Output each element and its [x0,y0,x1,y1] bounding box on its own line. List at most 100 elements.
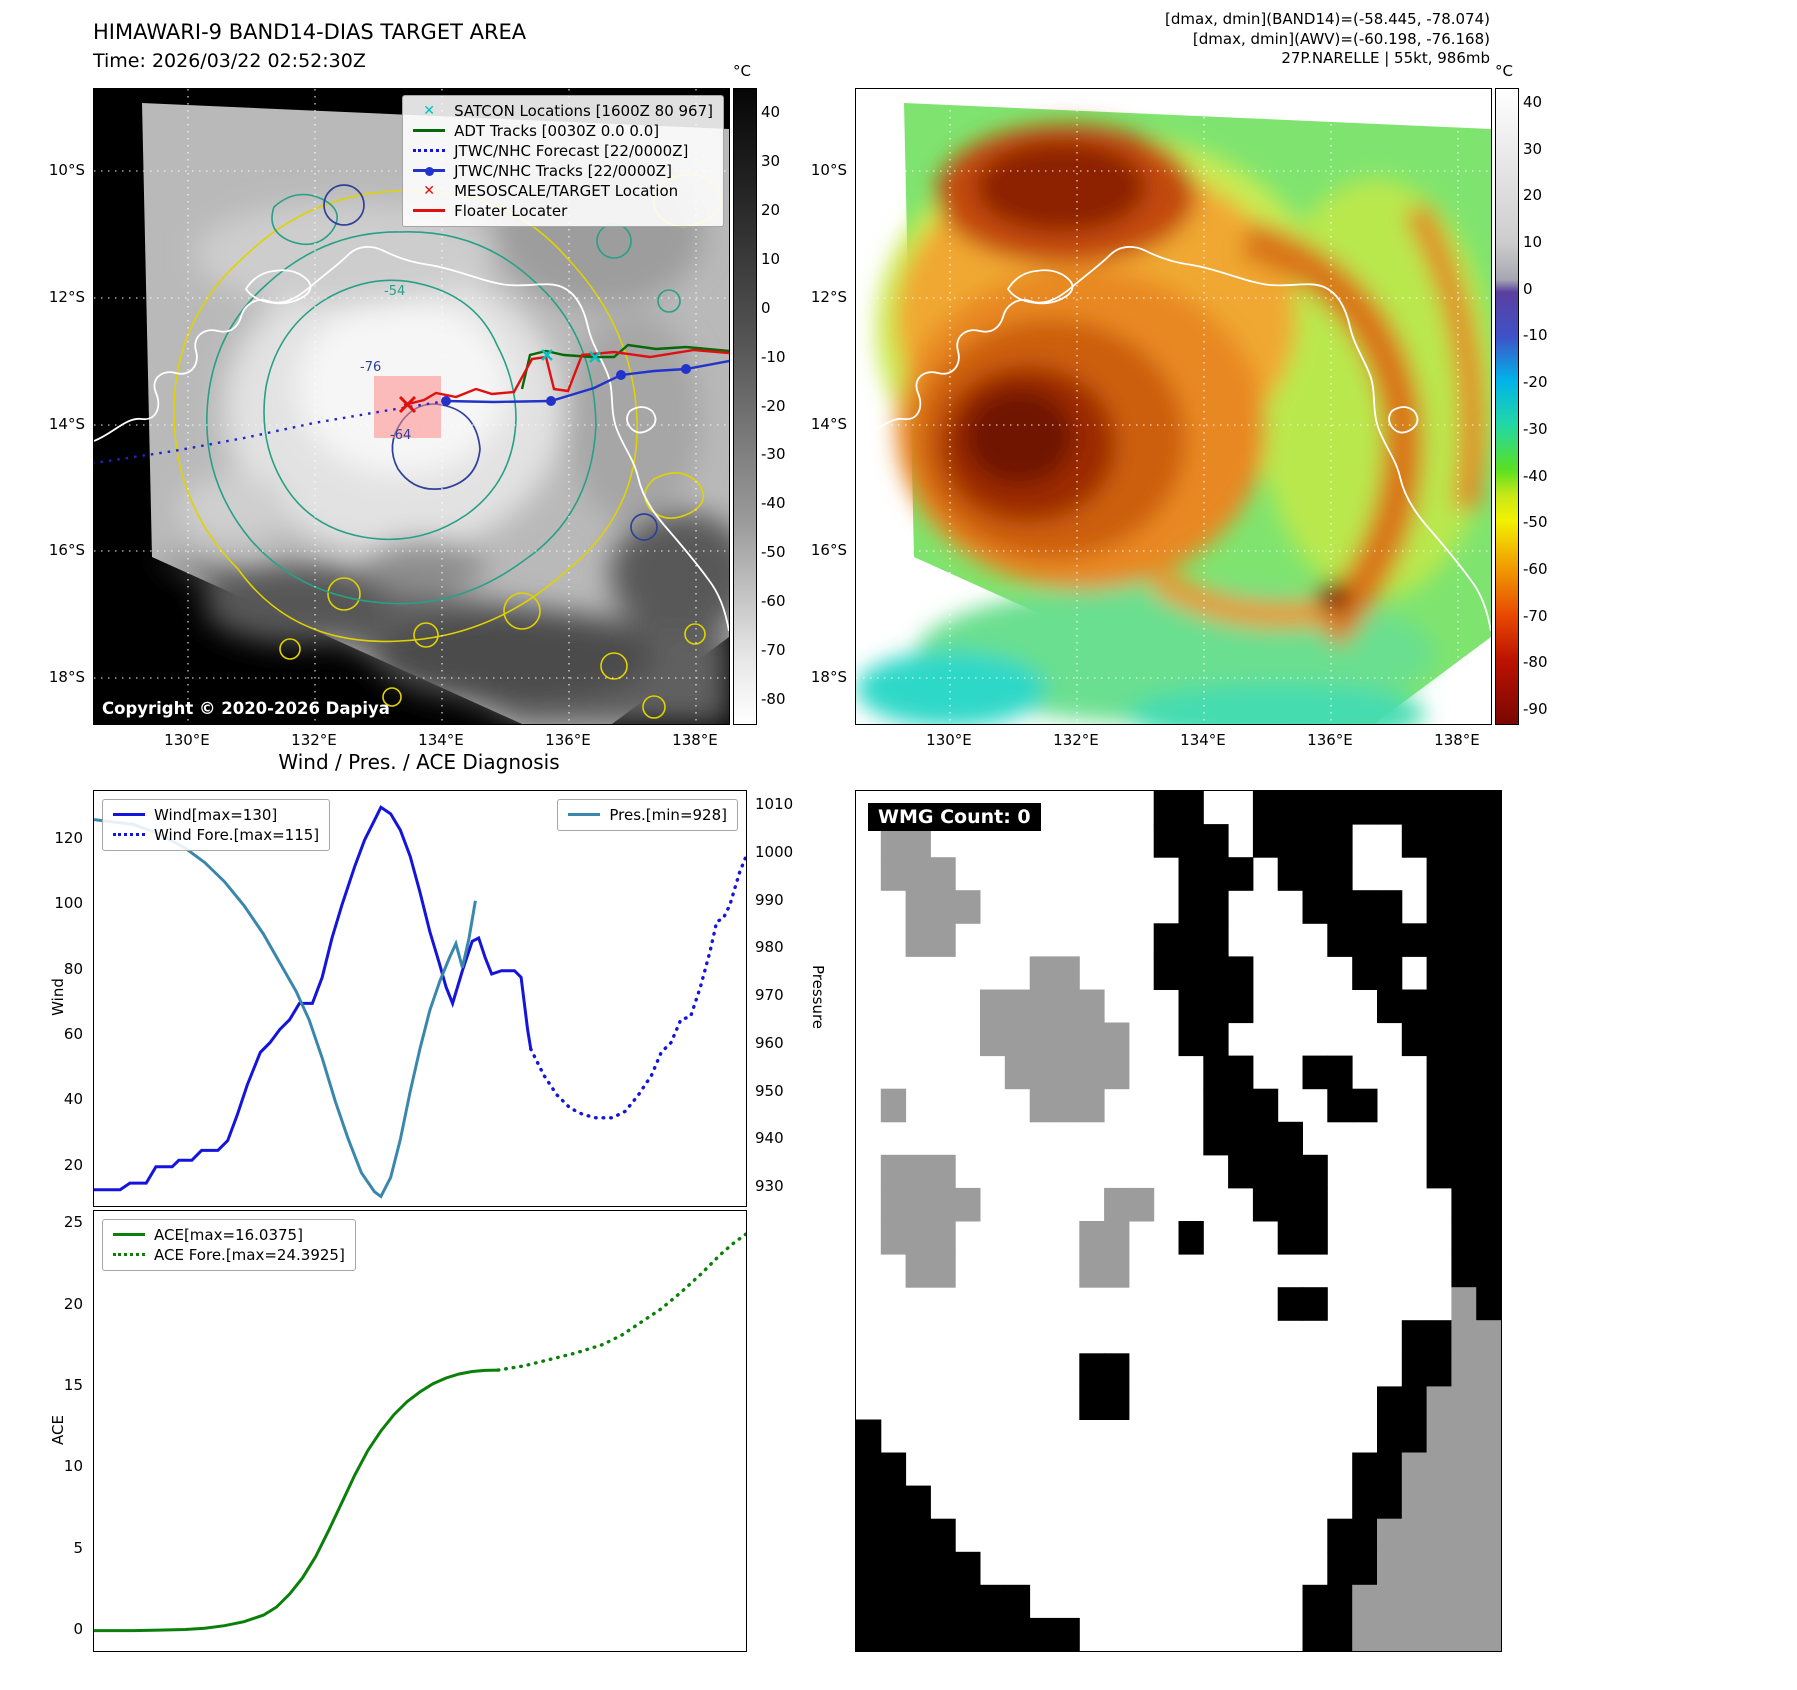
wmg-cell [1451,1221,1477,1255]
wmg-cell [1476,1617,1501,1651]
floater-track [403,348,729,407]
legend-label: ADT Tracks [0030Z 0.0 0.0] [454,122,660,140]
legend-entry: ✕ SATCON Locations [1600Z 80 967] [413,101,713,121]
wmg-cell [1327,923,1353,957]
wmg-cell [1327,1055,1353,1090]
wmg-cell [1277,1221,1303,1255]
wmg-cell [1203,1088,1229,1123]
wmg-cell [1327,1088,1353,1123]
jtwc-forecast-track [94,399,447,465]
wmg-cell [1327,1617,1353,1651]
wmg-cell [980,989,1006,1024]
wmg-cell [1252,1121,1279,1156]
band14-lon-tick-label: 136°E [545,731,591,749]
legend-entry: JTWC/NHC Forecast [22/0000Z] [413,141,713,161]
wind-axis-title: Wind [49,978,67,1016]
wmg-cell [1476,1419,1501,1454]
awv-colorbar-tick: 10 [1523,233,1543,252]
wmg-cell [880,1584,907,1619]
band14-lon-tick-label: 130°E [164,731,210,749]
awv-colorbar-tick: -60 [1523,559,1548,578]
wind-y-tick: 60 [63,1025,83,1044]
awv-map-panel [855,88,1492,725]
wmg-cell [1352,1617,1378,1651]
series-Wind[max=130] [94,805,533,1192]
wmg-cell [1476,824,1501,858]
wmg-cell [1178,1221,1204,1255]
legend-entry: Floater Locater [413,201,713,221]
wmg-cell [1228,1154,1254,1189]
wmg-cell [1377,1617,1403,1651]
wmg-cell [1252,791,1279,825]
dotted-marker-icon [113,1248,145,1262]
wmg-cell [880,1452,907,1487]
wmg-cell [1451,857,1477,891]
wmg-cell [1377,1452,1403,1487]
wmg-cell [1178,857,1204,891]
wmg-cell [1426,1584,1452,1619]
wmg-cell [930,1617,956,1651]
wmg-cell [1451,956,1477,990]
wmg-cell [1178,956,1204,990]
band14-lon-tick-label: 138°E [672,731,718,749]
wmg-cell [930,1518,956,1553]
pressure-legend: Pres.[min=928] [557,799,738,831]
wmg-cell [1476,1320,1501,1354]
wmg-cell [1476,923,1501,957]
wmg-cell [1451,890,1477,924]
wmg-cell [1004,1055,1031,1090]
wmg-cell [1302,890,1328,924]
wmg-cell [1277,1154,1303,1189]
wmg-cell [1476,1452,1501,1487]
wmg-cell [1104,1386,1130,1420]
ace-y-tick: 20 [63,1294,83,1313]
wmg-cell [1451,1187,1477,1222]
awv-colorbar-tick: -90 [1523,699,1548,718]
graticule [856,89,1491,724]
line-marker-icon [113,1228,145,1242]
pressure-y-tick: 930 [755,1176,784,1195]
wmg-cell [1079,1022,1105,1057]
wmg-cell [1079,1055,1105,1090]
wmg-cell [1228,956,1254,990]
line-marker-icon [413,124,446,138]
wmg-cell [905,1221,931,1255]
legend-label: JTWC/NHC Forecast [22/0000Z] [454,142,689,160]
band14-colorbar [733,88,757,725]
adt-track [520,343,729,390]
awv-colorbar-tick: 20 [1523,186,1543,205]
band14-lat-tick-label: 10°S [48,160,85,179]
ace-legend: ACE[max=16.0375] ACE Fore.[max=24.3925] [102,1219,356,1271]
pressure-y-tick: 960 [755,1033,784,1052]
wmg-cell [1426,1419,1452,1454]
wmg-cell [1451,1287,1477,1321]
wmg-cell [905,1485,931,1520]
band14-colorbar-tick: -10 [761,347,786,366]
wmg-cell [1104,1187,1130,1222]
wmg-cell [1476,1088,1501,1123]
wmg-cell [955,890,981,924]
satcon-markers [541,349,601,363]
contour-teal [206,193,681,605]
wmg-cell [1203,1121,1229,1156]
wmg-cell [1426,1154,1452,1189]
band14-lat-tick-label: 12°S [48,287,85,306]
ace-y-tick: 0 [73,1620,83,1639]
wmg-cell [1401,791,1428,825]
wmg-cell [1426,1121,1452,1156]
wmg-cell [856,1419,882,1454]
wmg-cell [930,1154,956,1189]
awv-map-image [856,89,1491,724]
wmg-cell [1302,1287,1328,1321]
wmg-cell [1377,1551,1403,1586]
legend-label: MESOSCALE/TARGET Location [454,182,679,200]
legend-entry: JTWC/NHC Tracks [22/0000Z] [413,161,713,181]
wind-y-tick: 80 [63,959,83,978]
awv-colorbar-tick: 30 [1523,139,1543,158]
wmg-cell [1426,923,1452,957]
legend-label: SATCON Locations [1600Z 80 967] [454,102,713,120]
wmg-cell [1054,1088,1080,1123]
wmg-mask-image [856,791,1501,1651]
contour-label: -64 [390,428,411,443]
band14-colorbar-tick: 0 [761,298,771,317]
